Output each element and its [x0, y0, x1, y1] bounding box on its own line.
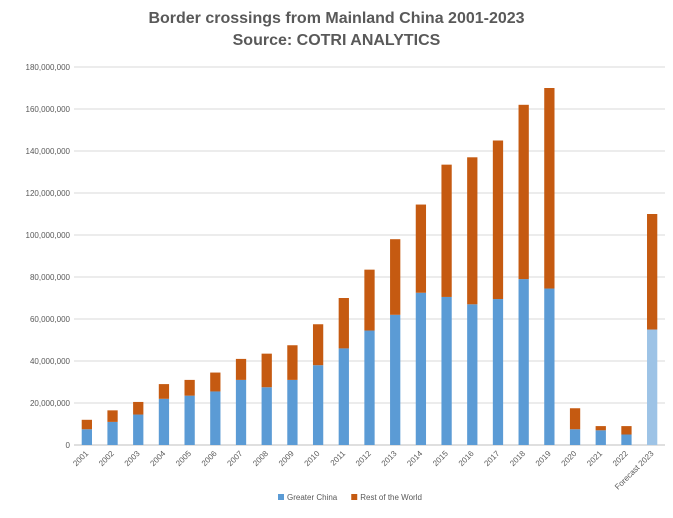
bar-greater-china	[235, 379, 247, 445]
y-axis-ticks: 0 20,000,000 40,000,000 60,000,000 80,000,00…	[26, 63, 71, 450]
bar-greater-china	[158, 398, 170, 445]
bar-rest-of-world	[210, 372, 221, 392]
bar-rest-of-world	[569, 408, 581, 430]
bar-greater-china	[467, 304, 478, 445]
y-tick-label: 180,000,000	[26, 63, 71, 72]
x-tick-label: 2020	[560, 449, 579, 468]
bar-rest-of-world	[595, 426, 606, 431]
legend-swatch	[278, 494, 284, 500]
x-tick-label: 2002	[97, 449, 116, 468]
x-tick-label: 2007	[225, 449, 244, 468]
x-tick-label: 2021	[585, 449, 604, 468]
bar-rest-of-world	[364, 269, 375, 331]
bar-greater-china	[595, 430, 606, 445]
bars	[81, 88, 658, 445]
legend-label: Rest of the World	[360, 493, 422, 502]
bar-rest-of-world	[81, 419, 92, 430]
chart-subtitle: Source: COTRI ANALYTICS	[232, 32, 441, 49]
y-tick-label: 80,000,000	[30, 273, 71, 282]
y-tick-label: 40,000,000	[30, 357, 71, 366]
x-tick-label: 2004	[148, 449, 167, 468]
legend-label: Greater China	[287, 493, 338, 502]
bar-rest-of-world	[312, 324, 324, 366]
x-tick-label: 2019	[534, 449, 553, 468]
bar-rest-of-world	[621, 426, 632, 435]
bar-greater-china	[441, 296, 452, 445]
chart-title-main: Border crossings from Mainland China 200…	[148, 10, 525, 27]
bar-greater-china	[621, 434, 632, 445]
y-tick-label: 0	[66, 441, 71, 450]
bar-rest-of-world	[184, 379, 195, 396]
bar-rest-of-world	[518, 104, 529, 280]
y-tick-label: 140,000,000	[26, 147, 71, 156]
x-tick-label: 2003	[123, 449, 142, 468]
x-tick-label: 2015	[431, 449, 450, 468]
bar-greater-china	[569, 429, 581, 445]
bar-greater-china	[261, 387, 272, 445]
bar-rest-of-world	[390, 239, 401, 315]
bar-rest-of-world	[107, 410, 118, 422]
gridlines	[74, 66, 665, 446]
bar-greater-china	[338, 348, 349, 445]
x-tick-label: 2012	[354, 449, 373, 468]
bar-greater-china	[107, 421, 118, 445]
x-tick-label: 2010	[303, 449, 322, 468]
x-tick-label: 2013	[380, 449, 399, 468]
bar-rest-of-world	[544, 88, 555, 289]
y-tick-label: 20,000,000	[30, 399, 71, 408]
y-tick-label: 160,000,000	[26, 105, 71, 114]
bar-greater-china	[518, 279, 529, 445]
x-tick-label: 2018	[508, 449, 527, 468]
x-tick-label: 2006	[200, 449, 219, 468]
chart-title: Border crossings from Mainland China 200…	[0, 8, 673, 52]
bar-greater-china	[184, 395, 195, 445]
bar-rest-of-world	[338, 298, 349, 349]
bar-rest-of-world	[287, 345, 298, 380]
legend: Greater China Rest of the World	[278, 493, 422, 502]
x-tick-label: 2009	[277, 449, 296, 468]
bar-greater-china	[364, 330, 375, 445]
bar-greater-china	[210, 391, 221, 445]
bar-greater-china	[492, 299, 504, 445]
bar-greater-china	[544, 288, 555, 445]
x-tick-label: 2008	[251, 449, 270, 468]
x-tick-label: 2005	[174, 449, 193, 468]
bar-rest-of-world	[133, 401, 144, 415]
x-tick-label: 2016	[457, 449, 476, 468]
bar-greater-china	[312, 365, 324, 445]
bar-rest-of-world	[415, 204, 427, 293]
x-tick-label: 2022	[611, 449, 630, 468]
bar-rest-of-world	[467, 157, 478, 305]
bar-greater-china	[287, 379, 298, 445]
y-tick-label: 60,000,000	[30, 315, 71, 324]
bar-greater-china	[647, 329, 658, 445]
bar-greater-china	[81, 429, 92, 445]
bar-greater-china	[390, 314, 401, 445]
x-tick-label: 2014	[405, 449, 424, 468]
x-axis-ticks: 2001 2002 2003 2004 2005 2006 2007 2008 2009 2010…	[71, 449, 656, 492]
bar-rest-of-world	[647, 214, 658, 330]
bar-rest-of-world	[261, 353, 272, 388]
y-tick-label: 100,000,000	[26, 231, 71, 240]
x-tick-label: 2011	[329, 449, 348, 468]
bar-rest-of-world	[492, 140, 504, 300]
bar-greater-china	[415, 292, 427, 445]
bar-rest-of-world	[441, 164, 452, 297]
y-tick-label: 120,000,000	[26, 189, 71, 198]
bar-greater-china	[133, 414, 144, 445]
x-tick-label: 2017	[482, 449, 501, 468]
x-tick-label: 2001	[71, 449, 90, 468]
bar-rest-of-world	[235, 358, 247, 380]
bar-rest-of-world	[158, 384, 170, 399]
legend-swatch	[351, 494, 358, 500]
